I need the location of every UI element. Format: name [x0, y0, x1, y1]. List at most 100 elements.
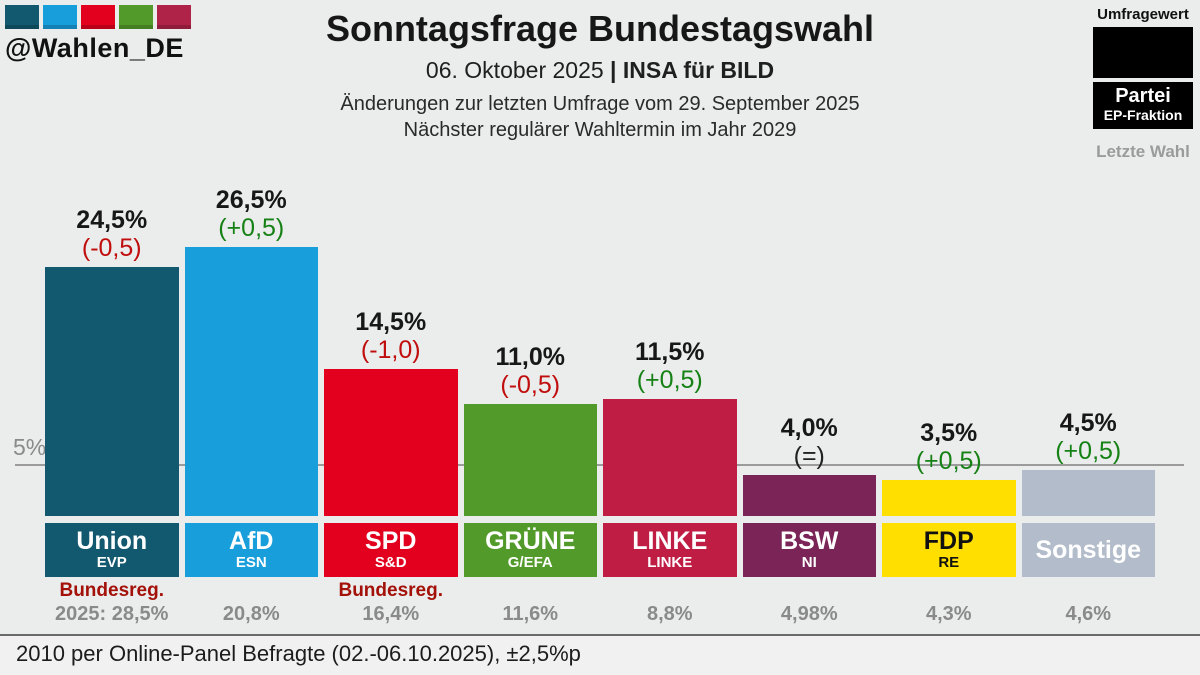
- poll-percentage: 24,5%: [76, 206, 148, 234]
- govt-note: Bundesreg.: [338, 580, 444, 601]
- poll-percentage: 4,0%: [780, 414, 838, 442]
- last-election-value: 4,3%: [925, 603, 972, 625]
- logo-square: [81, 5, 115, 29]
- last-election-value: 20,8%: [222, 603, 280, 625]
- poll-bar: [184, 247, 318, 516]
- poll-bar: [324, 369, 458, 516]
- change-value: (-1,0): [360, 335, 421, 364]
- party-column: 3,5% (+0,5) FDP RE 4,3%: [882, 160, 1016, 630]
- poll-date: 06. Oktober 2025: [425, 56, 611, 83]
- change-value: (-0,5): [81, 233, 142, 262]
- ep-fraction-name: LINKE: [647, 554, 693, 572]
- party-name: GRÜNE: [485, 526, 576, 555]
- bar-value-label: 4,5% (+0,5): [1012, 409, 1166, 465]
- legend-bar-sample: [1093, 27, 1193, 78]
- bar-chart: 24,5% (-0,5) Union EVP Bundesreg. 2025: 28,5%…: [45, 160, 1155, 630]
- change-value: (+0,5): [218, 213, 285, 242]
- last-election-value: 8,8%: [646, 603, 693, 625]
- ep-fraction-name: NI: [801, 554, 817, 572]
- poll-bar: [1021, 470, 1155, 516]
- party-label-box: LINKE LINKE: [603, 523, 737, 577]
- party-label-box: GRÜNE G/EFA: [463, 523, 597, 577]
- page-title: Sonntagsfrage Bundestagswahl: [325, 8, 875, 49]
- party-name: FDP: [923, 526, 974, 555]
- legend-party-label: Partei: [1115, 85, 1171, 107]
- bar-value-label: 14,5% (-1,0): [314, 308, 468, 364]
- poll-percentage: 11,5%: [634, 338, 705, 366]
- party-column: 24,5% (-0,5) Union EVP Bundesreg. 2025: 28,5%: [45, 160, 179, 630]
- party-column: 4,0% (=) BSW NI 4,98%: [742, 160, 876, 630]
- party-name: Union: [76, 526, 148, 555]
- party-column: 4,5% (+0,5) Sonstige 4,6%: [1021, 160, 1155, 630]
- poll-percentage: 3,5%: [920, 419, 978, 447]
- party-label-box: SPD S&D: [324, 523, 458, 577]
- logo-square: [5, 5, 39, 29]
- party-label-box: Union EVP: [45, 523, 179, 577]
- party-name: LINKE: [632, 526, 708, 555]
- threshold-line: [15, 464, 1184, 466]
- party-name: Sonstige: [1035, 535, 1142, 564]
- logo-square: [43, 5, 77, 29]
- ep-fraction-name: S&D: [374, 554, 407, 572]
- party-name: AfD: [229, 526, 274, 555]
- poll-institute: | INSA für BILD: [610, 56, 775, 83]
- brand-logo: @Wahlen_DE: [5, 5, 191, 64]
- bar-value-label: 3,5% (+0,5): [872, 419, 1026, 475]
- poll-bar: [742, 475, 876, 516]
- legend-last-election-label: Letzte Wahl: [1096, 141, 1190, 161]
- change-value: (=): [793, 441, 825, 470]
- poll-bar: [603, 399, 737, 516]
- party-label-box: FDP RE: [882, 523, 1016, 577]
- poll-percentage: 26,5%: [215, 186, 287, 214]
- change-value: (-0,5): [500, 370, 561, 399]
- subtitle-changes: Änderungen zur letzten Umfrage vom 29. S…: [340, 92, 860, 115]
- bar-value-label: 4,0% (=): [733, 414, 887, 470]
- bar-value-label: 26,5% (+0,5): [175, 186, 329, 242]
- last-election-value: 4,6%: [1065, 603, 1112, 625]
- party-column: 11,5% (+0,5) LINKE LINKE 8,8%: [603, 160, 737, 630]
- bar-value-label: 24,5% (-0,5): [35, 206, 189, 262]
- ep-fraction-name: RE: [938, 554, 960, 572]
- last-election-value: 11,6%: [502, 603, 559, 625]
- twitter-handle: @Wahlen_DE: [5, 33, 184, 63]
- header: Sonntagsfrage Bundestagswahl 06. Oktober…: [210, 10, 990, 142]
- party-label-box: BSW NI: [742, 523, 876, 577]
- logo-square: [157, 5, 191, 29]
- poll-bar: [45, 267, 179, 516]
- ep-fraction-name: G/EFA: [507, 554, 553, 572]
- poll-bar: [463, 404, 597, 516]
- bar-value-label: 11,0% (-0,5): [454, 343, 608, 399]
- sample-info-footer: 2010 per Online-Panel Befragte (02.-06.1…: [0, 634, 1200, 675]
- subtitle-date-institute: 06. Oktober 2025 | INSA für BILD: [210, 57, 990, 84]
- subtitle-next-election: Nächster regulärer Wahltermin im Jahr 20…: [403, 118, 797, 141]
- party-column: 14,5% (-1,0) SPD S&D Bundesreg. 16,4%: [324, 160, 458, 630]
- logo-color-squares: [5, 5, 191, 29]
- change-value: (+0,5): [636, 365, 703, 394]
- last-election-value: 2025: 28,5%: [55, 603, 169, 625]
- govt-note: Bundesreg.: [59, 580, 165, 601]
- change-value: (+0,5): [1055, 436, 1122, 465]
- threshold-label: 5%: [13, 434, 47, 460]
- last-election-value: 4,98%: [780, 603, 838, 625]
- poll-percentage: 4,5%: [1059, 409, 1117, 437]
- poll-percentage: 14,5%: [355, 308, 427, 336]
- poll-bar: [882, 480, 1016, 516]
- logo-square: [119, 5, 153, 29]
- party-name: SPD: [365, 526, 417, 555]
- bar-value-label: 11,5% (+0,5): [593, 338, 747, 394]
- legend-survey-label: Umfragewert: [1097, 6, 1189, 23]
- change-value: (+0,5): [915, 446, 982, 475]
- party-label-box: Sonstige: [1021, 523, 1155, 577]
- poll-percentage: 11,0%: [495, 343, 565, 371]
- party-column: 11,0% (-0,5) GRÜNE G/EFA 11,6%: [463, 160, 597, 630]
- party-label-box: AfD ESN: [184, 523, 318, 577]
- legend-fraction-label: EP-Fraktion: [1103, 107, 1183, 123]
- party-name: BSW: [780, 526, 839, 555]
- party-column: 26,5% (+0,5) AfD ESN 20,8%: [184, 160, 318, 630]
- legend-party-box: Partei EP-Fraktion: [1093, 82, 1193, 129]
- legend: Umfragewert Partei EP-Fraktion Letzte Wa…: [1093, 6, 1193, 162]
- ep-fraction-name: EVP: [96, 554, 127, 572]
- ep-fraction-name: ESN: [235, 554, 267, 572]
- last-election-value: 16,4%: [362, 603, 420, 625]
